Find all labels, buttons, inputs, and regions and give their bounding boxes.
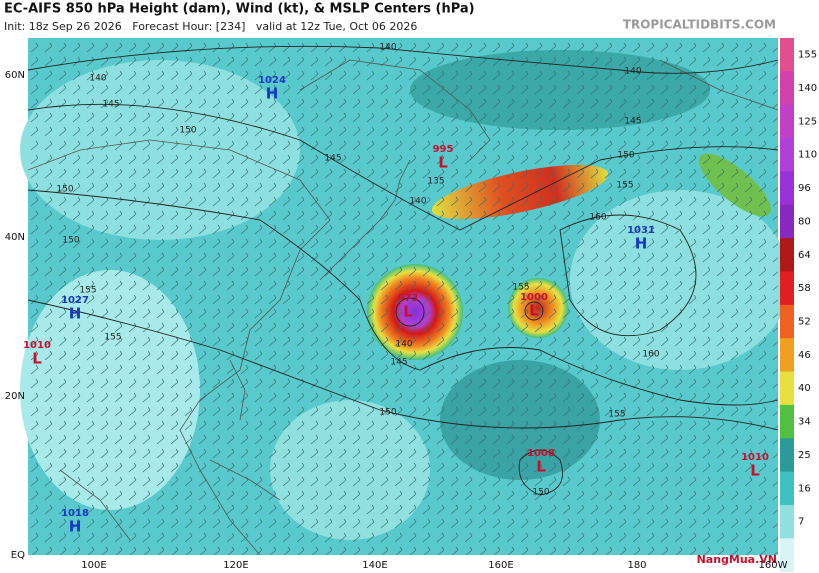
longitude-label: 180	[627, 560, 646, 571]
contour-label: 155	[608, 410, 625, 420]
contour-label: 160	[642, 350, 659, 360]
contour-label: 155	[616, 181, 633, 191]
colorbar-segment	[780, 404, 794, 439]
pressure-letter: H	[635, 235, 648, 253]
site-name: TROPICALTIDBITS.COM	[623, 18, 776, 32]
pressure-value: 1008	[527, 448, 555, 459]
colorbar-segment	[780, 238, 794, 272]
colorbar-label: 110	[798, 150, 817, 161]
contour-label: 155	[104, 333, 121, 343]
contour-label: 150	[179, 126, 196, 136]
pressure-value: 1010	[23, 340, 51, 351]
pressure-letter: L	[536, 458, 546, 476]
colorbar-label: 40	[798, 383, 811, 394]
contour-label: 135	[427, 177, 444, 187]
colorbar-label: 155	[798, 50, 817, 61]
colorbar-label: 96	[798, 183, 811, 194]
contour-label: 150	[617, 151, 634, 161]
coastlines	[27, 59, 779, 556]
watermark: NangMua.VN	[697, 553, 777, 566]
contour-label: 145	[324, 154, 341, 164]
longitude-label: 140E	[362, 560, 387, 571]
contour-label: 145	[624, 117, 641, 127]
colorbar-segment	[780, 338, 794, 373]
colorbar-segment	[780, 204, 794, 239]
pressure-value: 1024	[258, 75, 286, 86]
pressure-letter: H	[69, 305, 82, 323]
colorbar-label: 52	[798, 317, 811, 328]
colorbar-label: 7	[798, 517, 804, 528]
height-contours	[27, 45, 779, 496]
colorbar-segment	[780, 538, 794, 573]
latitude-label: EQ	[11, 550, 25, 561]
colorbar-segment	[780, 171, 794, 206]
contour-label: 150	[379, 408, 396, 418]
pressure-value: 1010	[741, 452, 769, 463]
longitude-label: 160E	[488, 560, 513, 571]
pressure-value: 1000	[520, 292, 548, 303]
subtitle: Init: 18z Sep 26 2026 Forecast Hour: [23…	[4, 20, 417, 33]
colorbar-label: 80	[798, 216, 811, 227]
colorbar-label: 125	[798, 116, 817, 127]
longitude-label: 160W	[759, 560, 788, 571]
contour-label: 160	[589, 213, 606, 223]
pressure-letter: H	[69, 518, 82, 536]
colorbar-segment	[780, 504, 794, 539]
contour-label: 145	[390, 358, 407, 368]
contour-label: 140	[89, 74, 106, 84]
contour-label: 145	[102, 100, 119, 110]
map-area	[20, 38, 790, 556]
contour-label: 150	[56, 185, 73, 195]
colorbar-segment	[780, 38, 794, 72]
pressure-value: 1027	[61, 295, 89, 306]
longitude-label: 100E	[81, 560, 106, 571]
colorbar-label: 16	[798, 483, 811, 494]
pressure-value: 995	[433, 144, 454, 155]
wind-barbs	[28, 38, 778, 555]
colorbar-label: 46	[798, 350, 811, 361]
pressure-value: 1018	[61, 508, 89, 519]
colorbar-segment	[780, 304, 794, 339]
pressure-letter: L	[32, 350, 42, 368]
latitude-label: 60N	[5, 70, 25, 81]
colorbar-segment	[780, 271, 794, 306]
latitude-label: 20N	[5, 391, 25, 402]
contour-label: 140	[395, 340, 412, 350]
pressure-value: 1031	[627, 225, 655, 236]
contour-label: 150	[532, 488, 549, 498]
colorbar-segment	[780, 104, 794, 139]
contour-label: 155	[512, 283, 529, 293]
pressure-letter: L	[529, 302, 539, 320]
contour-label: 140	[379, 43, 396, 53]
longitude-label: 120E	[223, 560, 248, 571]
pressure-value: 973	[398, 293, 419, 304]
contour-label: 140	[624, 67, 641, 77]
colorbar-label: 140	[798, 83, 817, 94]
colorbar-label: 64	[798, 250, 811, 261]
colorbar-label: 34	[798, 417, 811, 428]
pressure-letter: H	[266, 85, 279, 103]
contour-label: 140	[409, 197, 426, 207]
pressure-letter: L	[438, 154, 448, 172]
colorbar-segment	[780, 471, 794, 506]
colorbar-segment	[780, 371, 794, 406]
colorbar-segment	[780, 138, 794, 172]
contour-label: 150	[62, 236, 79, 246]
title: EC-AIFS 850 hPa Height (dam), Wind (kt),…	[4, 2, 475, 17]
contour-label: 155	[79, 286, 96, 296]
pressure-letter: L	[403, 303, 413, 321]
latitude-label: 40N	[5, 232, 25, 243]
colorbar: 155 140 125 110 96 80 64 58 52 46 40 34 25 16 7	[780, 38, 817, 573]
colorbar-label: 58	[798, 283, 811, 294]
colorbar-label: 25	[798, 450, 811, 461]
pressure-letter: L	[750, 462, 760, 480]
colorbar-segment	[780, 71, 794, 106]
colorbar-segment	[780, 438, 794, 473]
